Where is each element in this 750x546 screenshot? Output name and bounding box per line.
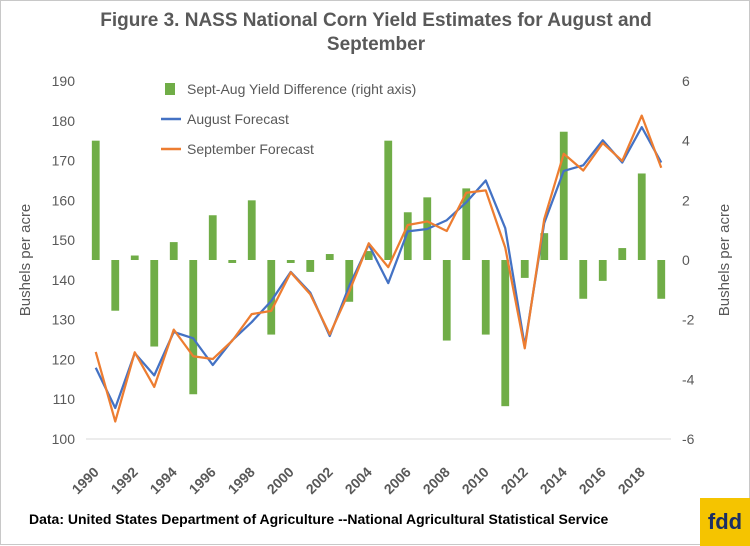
diff-bar: [637, 173, 646, 260]
diff-bar: [111, 260, 120, 311]
right-tick-label: -6: [682, 431, 695, 447]
left-tick-label: 190: [52, 73, 76, 89]
diff-bar: [462, 188, 471, 260]
x-tick-label: 2002: [303, 464, 336, 497]
right-tick-label: -4: [682, 371, 695, 387]
source-note: Data: United States Department of Agricu…: [29, 511, 609, 527]
bar-series: [91, 131, 666, 407]
y-axis-title-left: Bushels per acre: [17, 204, 34, 317]
diff-bar: [91, 140, 100, 260]
x-tick-label: 2006: [381, 464, 414, 497]
diff-bar: [559, 131, 568, 260]
left-tick-label: 100: [52, 431, 76, 447]
september-forecast-line: [94, 114, 663, 423]
diff-bar: [598, 260, 607, 281]
left-tick-label: 110: [53, 391, 76, 407]
right-tick-label: 6: [682, 73, 690, 89]
x-tick-label: 2016: [576, 464, 609, 497]
diff-bar: [247, 200, 256, 260]
legend-swatch-bar: [165, 83, 175, 95]
diff-bar: [150, 260, 159, 347]
diff-bar: [208, 215, 217, 260]
left-tick-label: 180: [52, 113, 76, 129]
left-tick-label: 130: [52, 312, 76, 328]
diff-bar: [345, 260, 354, 302]
diff-bar: [579, 260, 588, 299]
diff-bar: [501, 260, 510, 407]
x-tick-label: 2018: [615, 464, 648, 497]
x-tick-label: 1992: [108, 464, 141, 497]
right-tick-label: -2: [682, 312, 695, 328]
x-tick-label: 2012: [498, 464, 531, 497]
august-forecast-line: [94, 126, 663, 410]
diff-bar: [442, 260, 451, 341]
logo-text: fdd: [707, 509, 743, 534]
x-tick-label: 1998: [225, 464, 258, 497]
left-tick-label: 120: [52, 351, 76, 367]
right-tick-label: 0: [682, 252, 690, 268]
chart-title: Figure 3. NASS National Corn Yield Estim…: [100, 10, 652, 55]
diff-bar: [657, 260, 666, 299]
left-tick-label: 160: [52, 192, 76, 208]
diff-bar: [481, 260, 490, 335]
diff-bar: [520, 260, 529, 278]
diff-bar: [618, 248, 627, 260]
diff-bar: [189, 260, 198, 395]
legend-label: September Forecast: [187, 141, 314, 157]
left-tick-label: 140: [52, 272, 76, 288]
x-tick-label: 1990: [69, 464, 102, 497]
x-tick-label: 1996: [186, 464, 219, 497]
diff-bar: [169, 242, 178, 260]
diff-bar: [228, 260, 237, 263]
axes: 100 110 120 130 140 150 160 170 180 190 -6 -4 -2 0 2 4 6…: [17, 73, 733, 497]
x-tick-label: 1994: [147, 464, 180, 497]
left-tick-label: 150: [52, 232, 76, 248]
line-series: [94, 114, 663, 423]
legend-label: August Forecast: [187, 111, 289, 127]
right-tick-label: 4: [682, 133, 690, 149]
diff-bar: [540, 233, 549, 260]
diff-bar: [403, 212, 412, 260]
diff-bar: [384, 140, 393, 260]
diff-bar: [267, 260, 276, 335]
x-tick-label: 2000: [264, 464, 297, 497]
diff-bar: [325, 254, 334, 260]
left-tick-label: 170: [52, 153, 76, 169]
diff-bar: [364, 251, 373, 260]
y-axis-title-right: Bushels per acre: [716, 204, 733, 317]
diff-bar: [130, 255, 139, 260]
legend-label: Sept-Aug Yield Difference (right axis): [187, 81, 416, 97]
x-tick-label: 2014: [537, 464, 570, 497]
diff-bar: [286, 260, 295, 263]
fdd-logo: fdd: [700, 498, 750, 546]
x-tick-label: 2010: [459, 464, 492, 497]
x-tick-label: 2008: [420, 464, 453, 497]
diff-bar: [306, 260, 315, 272]
legend: Sept-Aug Yield Difference (right axis) Au…: [161, 81, 416, 157]
right-tick-label: 2: [682, 192, 690, 208]
x-tick-label: 2004: [342, 464, 375, 497]
